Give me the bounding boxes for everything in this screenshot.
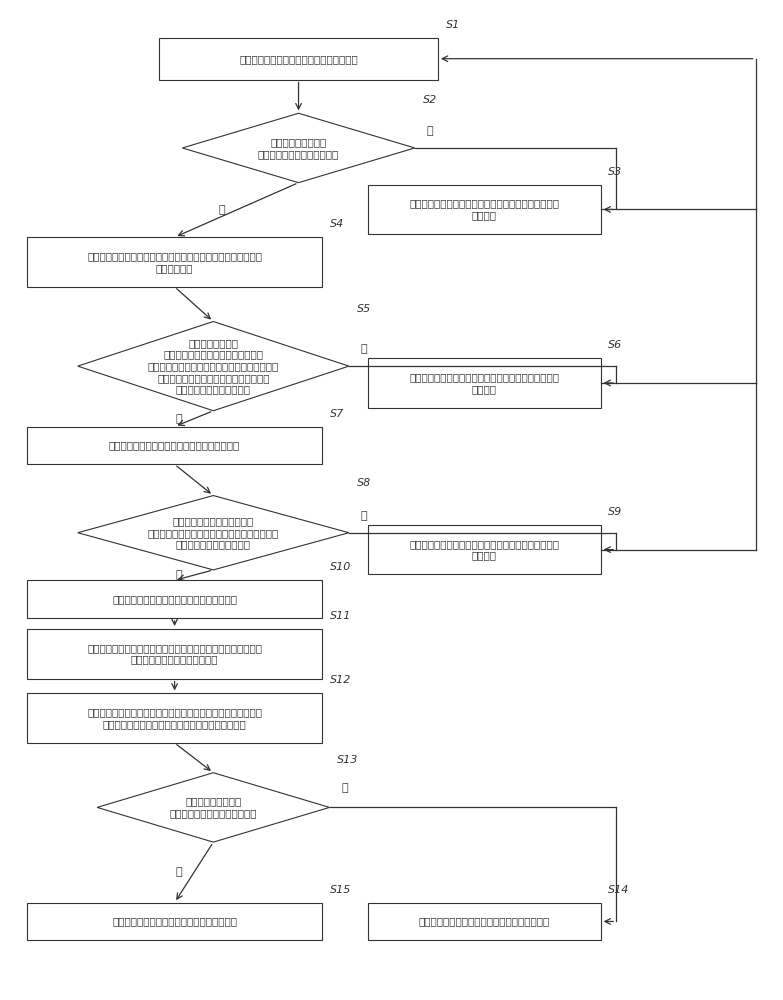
Polygon shape	[78, 496, 349, 570]
Text: 执行所述实时获取所述第一终端设备发送的第一移动数
据的步骤: 执行所述实时获取所述第一终端设备发送的第一移动数 据的步骤	[410, 199, 560, 220]
Text: 否: 否	[360, 511, 367, 521]
FancyBboxPatch shape	[368, 525, 601, 574]
Text: S8: S8	[356, 478, 371, 488]
FancyBboxPatch shape	[27, 237, 322, 287]
FancyBboxPatch shape	[368, 358, 601, 408]
Text: 执行所述实时获取所述第一终端设备发送的第一移动数
据的步骤: 执行所述实时获取所述第一终端设备发送的第一移动数 据的步骤	[410, 372, 560, 394]
Text: S4: S4	[330, 219, 344, 229]
Text: 获取当前与第二无线传输标识信息相对应的第二终端设备发送的
第二移动数据: 获取当前与第二无线传输标识信息相对应的第二终端设备发送的 第二移动数据	[87, 251, 262, 273]
Text: S1: S1	[446, 20, 460, 30]
Text: S6: S6	[608, 340, 622, 350]
Text: 是: 是	[175, 414, 182, 424]
Text: S10: S10	[330, 562, 351, 572]
Text: S5: S5	[356, 304, 371, 314]
FancyBboxPatch shape	[27, 580, 322, 618]
Text: 实时获取第一终端设备发送的第一移动数据: 实时获取第一终端设备发送的第一移动数据	[239, 54, 358, 64]
Text: S14: S14	[608, 885, 630, 895]
FancyBboxPatch shape	[368, 185, 601, 234]
Polygon shape	[78, 321, 349, 411]
FancyBboxPatch shape	[27, 903, 322, 940]
Text: 否: 否	[427, 126, 433, 136]
Text: 否: 否	[360, 344, 367, 354]
Text: S15: S15	[330, 885, 351, 895]
Text: S9: S9	[608, 507, 622, 517]
FancyBboxPatch shape	[27, 629, 322, 679]
Polygon shape	[97, 773, 330, 842]
Text: 基于第一持续数据以及第二持续数据获取与第一终端设备以及第
二终端设备相对应的第一轨迹数据以及第二轨迹数据: 基于第一持续数据以及第二持续数据获取与第一终端设备以及第 二终端设备相对应的第一…	[87, 707, 262, 729]
Text: S11: S11	[330, 611, 351, 621]
Text: S13: S13	[337, 755, 359, 765]
FancyBboxPatch shape	[27, 427, 322, 464]
Text: S7: S7	[330, 409, 344, 419]
Text: 否: 否	[341, 783, 348, 793]
FancyBboxPatch shape	[368, 903, 601, 940]
Text: 判定所述第一终端设备以及第二终端设备不同步: 判定所述第一终端设备以及第二终端设备不同步	[419, 916, 550, 926]
Text: 判断第一终端设备
以及第二终端设备的定位地址信息、
时间信息、定位信号强度信息、以及加速度值是
否满足重合条件，且第二移动数据中是否
还包含有第二周边设备信号: 判断第一终端设备 以及第二终端设备的定位地址信息、 时间信息、定位信号强度信息、…	[148, 338, 279, 394]
Text: 判断第一轨迹数据与
第二轨迹数据是否满足同步条件: 判断第一轨迹数据与 第二轨迹数据是否满足同步条件	[170, 797, 257, 818]
Text: 判断第一无线传输强度信息的
第一强度值和第一无线传输强度信息的第二强度
值是否达到预设的强度指标: 判断第一无线传输强度信息的 第一强度值和第一无线传输强度信息的第二强度 值是否达…	[148, 516, 279, 549]
Text: 判断第一移动数据中
是否还包含第一周边设备信号: 判断第一移动数据中 是否还包含第一周边设备信号	[258, 137, 339, 159]
FancyBboxPatch shape	[159, 38, 438, 80]
Text: 判定第一终端设备以及第二终端设备有重叠关系: 判定第一终端设备以及第二终端设备有重叠关系	[109, 440, 240, 450]
Text: 是: 是	[175, 867, 182, 877]
Text: S3: S3	[608, 167, 622, 177]
Text: 在预设时间段内持续获取第一终端设备以及第二终端设备发送的
第一持续数据以及第二持续数据: 在预设时间段内持续获取第一终端设备以及第二终端设备发送的 第一持续数据以及第二持…	[87, 643, 262, 665]
Text: 判定所述第一终端设备以及第二终端设备同步: 判定所述第一终端设备以及第二终端设备同步	[112, 916, 237, 926]
Text: 执行所述实时获取所述第一终端设备发送的第一移动数
据的步骤: 执行所述实时获取所述第一终端设备发送的第一移动数 据的步骤	[410, 539, 560, 560]
Text: 判定第一终端设备以及第二终端设备基本重合: 判定第一终端设备以及第二终端设备基本重合	[112, 594, 237, 604]
Text: S12: S12	[330, 675, 351, 685]
Text: 是: 是	[175, 570, 182, 580]
Text: 是: 是	[218, 205, 225, 215]
Polygon shape	[182, 113, 415, 183]
Text: S2: S2	[423, 95, 437, 105]
FancyBboxPatch shape	[27, 693, 322, 743]
